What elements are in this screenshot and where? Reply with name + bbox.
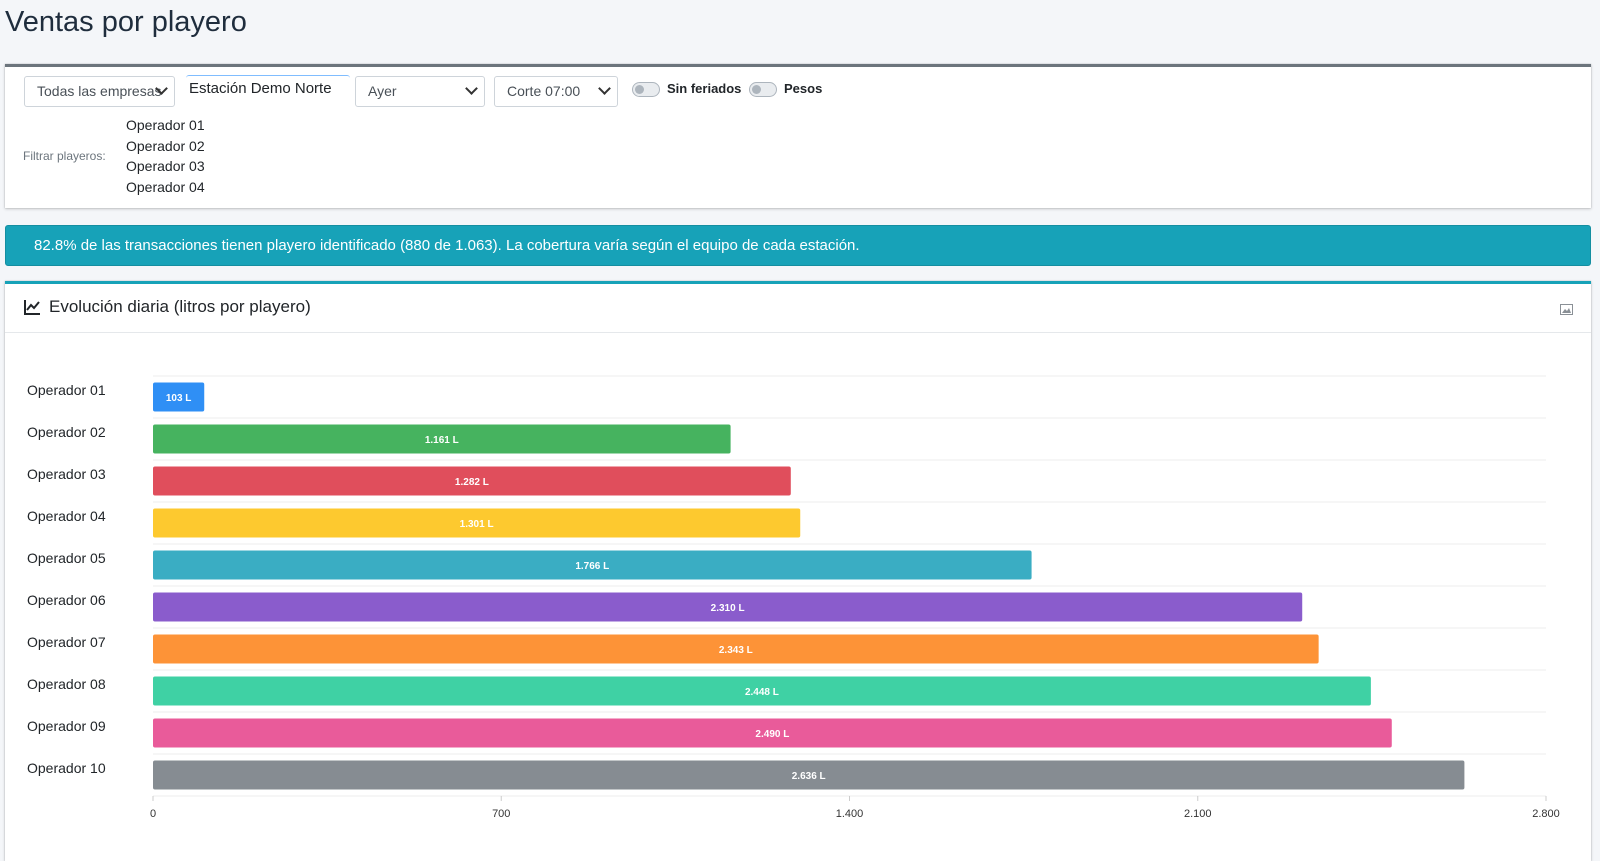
bar	[153, 550, 1032, 580]
pesos-toggle-label: Pesos	[784, 81, 823, 96]
operator-filter-label: Filtrar playeros:	[23, 149, 106, 163]
bar-value-label: 1.161 L	[425, 435, 459, 446]
cut-select-value: Corte 07:00	[507, 83, 581, 99]
operator-option[interactable]: Operador 02	[126, 137, 205, 154]
category-label: Operador 01	[27, 382, 106, 398]
bar-value-label: 2.636 L	[792, 771, 826, 782]
operator-option[interactable]: Operador 01	[126, 117, 205, 133]
bar	[153, 676, 1371, 706]
x-tick-label: 2.100	[1184, 808, 1212, 820]
chart-card: Evolución diaria (litros por playero) 0 7…	[5, 281, 1591, 861]
toggle-knob	[752, 85, 761, 94]
operator-filter-list: Operador 01 Operador 02 Operador 03 Oper…	[126, 115, 205, 197]
bar	[153, 634, 1319, 664]
chevron-down-icon	[465, 82, 478, 95]
bar	[153, 424, 731, 454]
line-chart-icon	[24, 300, 40, 315]
bar	[153, 718, 1392, 748]
bar	[153, 508, 801, 538]
filter-card: Todas las empresas Estación Demo Norte A…	[5, 64, 1591, 208]
category-label: Operador 02	[27, 424, 106, 440]
pesos-toggle[interactable]	[749, 82, 777, 97]
category-label: Operador 07	[27, 634, 106, 650]
company-select-value: Todas las empresas	[37, 83, 162, 99]
toggle-knob	[635, 85, 644, 94]
category-label: Operador 05	[27, 550, 106, 566]
cut-select[interactable]: Corte 07:00	[494, 76, 618, 107]
bar	[153, 466, 791, 496]
x-tick-label: 700	[492, 808, 510, 820]
bar-chart: 0 700 1.400 2.100 2.800 Operador 01 103 L Opera…	[27, 375, 1560, 820]
coverage-alert: 82.8% de las transacciones tienen player…	[5, 225, 1591, 266]
category-label: Operador 09	[27, 718, 106, 734]
x-tick-label: 0	[150, 808, 156, 820]
bar-value-label: 2.310 L	[711, 603, 745, 614]
station-input[interactable]: Estación Demo Norte	[186, 75, 350, 107]
category-label: Operador 04	[27, 508, 106, 524]
holidays-toggle-label: Sin feriados	[667, 81, 742, 96]
chevron-down-icon	[598, 82, 611, 95]
bar	[153, 592, 1303, 622]
category-label: Operador 10	[27, 760, 106, 776]
x-tick-label: 1.400	[836, 808, 864, 820]
bar-value-label: 1.766 L	[575, 561, 609, 572]
bar-value-label: 2.490 L	[755, 729, 789, 740]
bar-value-label: 2.448 L	[745, 687, 779, 698]
category-label: Operador 03	[27, 466, 106, 482]
company-select[interactable]: Todas las empresas	[24, 76, 175, 107]
bar-value-label: 103 L	[166, 393, 192, 404]
bar-value-label: 2.343 L	[719, 645, 753, 656]
operator-option[interactable]: Operador 03	[126, 158, 205, 174]
category-label: Operador 06	[27, 592, 106, 608]
period-select-value: Ayer	[368, 83, 397, 99]
image-icon[interactable]	[1560, 304, 1573, 315]
holidays-toggle[interactable]	[632, 82, 660, 97]
bar-value-label: 1.301 L	[460, 519, 494, 530]
chart-title: Evolución diaria (litros por playero)	[49, 297, 311, 316]
page-title: Ventas por playero	[5, 6, 247, 38]
x-tick-label: 2.800	[1532, 808, 1560, 820]
bar	[153, 760, 1465, 790]
chart-card-header: Evolución diaria (litros por playero)	[5, 284, 1591, 333]
category-label: Operador 08	[27, 676, 106, 692]
bar-value-label: 1.282 L	[455, 477, 489, 488]
bar	[153, 382, 205, 412]
period-select[interactable]: Ayer	[355, 76, 485, 107]
operator-option[interactable]: Operador 04	[126, 178, 205, 195]
